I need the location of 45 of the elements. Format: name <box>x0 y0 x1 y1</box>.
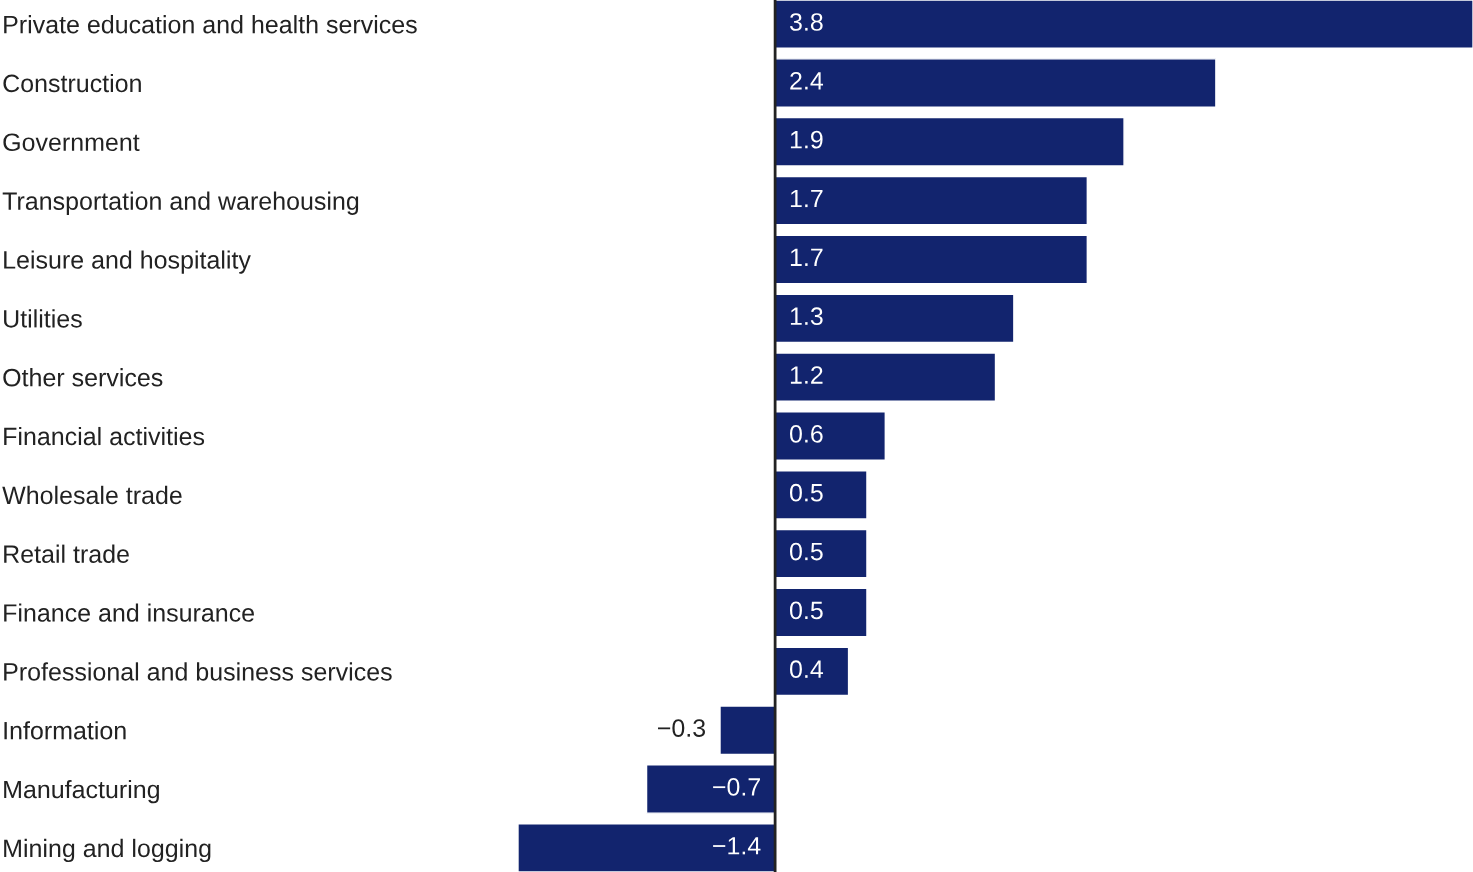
y-tick-label: Leisure and hospitality <box>4 250 251 274</box>
y-tick-label: Information <box>4 721 126 740</box>
data-label: 3.8 <box>789 13 823 31</box>
data-label: 1.2 <box>790 366 823 384</box>
bar <box>774 470 868 520</box>
data-label: 0.5 <box>789 542 823 561</box>
data-label: −0.3 <box>658 719 706 737</box>
data-label: 0.5 <box>789 601 823 620</box>
bar <box>774 293 1015 344</box>
y-tick-label: Mining and logging <box>4 838 211 863</box>
y-tick-label: Construction <box>3 73 141 93</box>
data-label: 1.3 <box>790 307 823 326</box>
bar <box>774 411 887 461</box>
y-tick-label: Utilities <box>4 309 82 328</box>
bar <box>719 705 776 756</box>
data-label: 0.5 <box>789 483 823 502</box>
data-label: −0.7 <box>713 778 760 796</box>
bar <box>774 352 997 402</box>
bar <box>774 175 1089 226</box>
y-tick-label: Financial activities <box>4 426 205 446</box>
data-label: 0.6 <box>789 425 823 443</box>
y-tick-label: Manufacturing <box>4 779 159 804</box>
y-tick-label: Finance and insurance <box>4 603 254 622</box>
y-tick-label: Retail trade <box>4 544 129 563</box>
data-label: 1.7 <box>790 248 823 266</box>
bar <box>774 116 1125 167</box>
data-label: 2.4 <box>790 71 824 90</box>
data-label: 0.4 <box>789 660 824 679</box>
data-label: 1.9 <box>790 130 823 149</box>
data-label: 1.7 <box>790 189 823 208</box>
bar <box>774 587 868 638</box>
bar <box>774 234 1089 285</box>
y-tick-label: Government <box>3 133 140 152</box>
bar <box>774 528 868 579</box>
y-tick-label: Private education and health services <box>4 15 417 34</box>
bar <box>774 58 1217 108</box>
y-tick-label: Transportation and warehousing <box>2 191 359 215</box>
y-tick-label: Wholesale trade <box>2 485 182 505</box>
bar <box>774 646 850 697</box>
y-tick-label: Other services <box>3 368 163 387</box>
bar <box>645 764 776 814</box>
data-label: −1.4 <box>713 837 761 855</box>
y-tick-label: Professional and business services <box>4 662 392 681</box>
bar <box>774 0 1473 49</box>
bar <box>518 823 776 872</box>
